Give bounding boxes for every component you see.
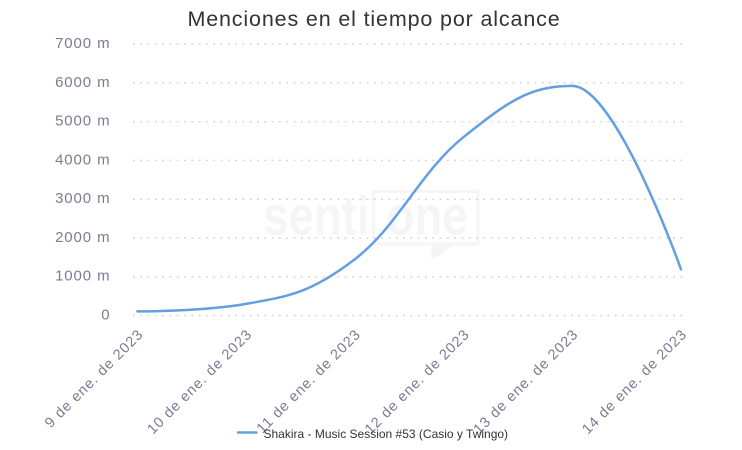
svg-text:13 de ene. de 2023: 13 de ene. de 2023 xyxy=(471,327,582,438)
svg-text:Menciones en el tiempo por alc: Menciones en el tiempo por alcance xyxy=(187,7,560,31)
svg-text:3000 m: 3000 m xyxy=(55,190,110,207)
svg-text:11 de ene. de 2023: 11 de ene. de 2023 xyxy=(254,327,364,437)
svg-text:6000 m: 6000 m xyxy=(55,74,110,91)
svg-text:14 de ene. de 2023: 14 de ene. de 2023 xyxy=(579,327,690,438)
svg-text:4000 m: 4000 m xyxy=(55,151,110,168)
svg-text:senti: senti xyxy=(263,184,370,246)
svg-text:1000 m: 1000 m xyxy=(55,268,110,285)
svg-text:9 de ene. de 2023: 9 de ene. de 2023 xyxy=(42,327,147,432)
svg-text:0: 0 xyxy=(101,307,110,324)
svg-text:7000 m: 7000 m xyxy=(55,35,110,52)
svg-text:2000 m: 2000 m xyxy=(55,229,110,246)
svg-text:5000 m: 5000 m xyxy=(55,113,110,130)
svg-text:one: one xyxy=(387,184,468,246)
svg-text:Shakira - Music Session #53 (C: Shakira - Music Session #53 (Casio y Twi… xyxy=(264,427,509,441)
svg-text:10 de ene. de 2023: 10 de ene. de 2023 xyxy=(144,327,255,438)
svg-text:12 de ene. de 2023: 12 de ene. de 2023 xyxy=(362,327,473,438)
